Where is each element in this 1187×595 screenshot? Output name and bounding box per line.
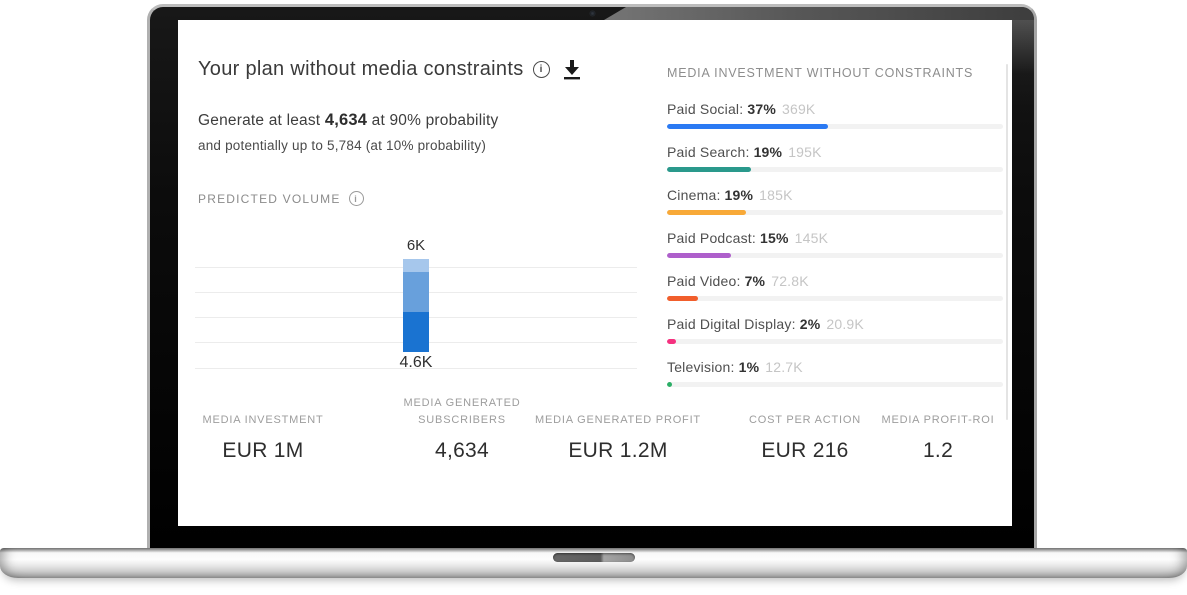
info-icon[interactable]: i	[532, 61, 550, 78]
gridline	[195, 368, 637, 369]
bar-segment-upper	[403, 259, 429, 272]
predicted-volume-label: PREDICTED VOLUME i	[198, 191, 364, 206]
lid-notch	[553, 553, 635, 562]
channel-percent: 37%	[747, 101, 776, 117]
laptop-lid: Your plan without media constraints i Ge…	[147, 4, 1037, 548]
info-icon[interactable]: i	[348, 191, 364, 206]
channel-percent: 1%	[738, 359, 760, 375]
predicted-volume-chart: 6K 4.6K	[195, 237, 637, 380]
channel-label: Paid Social: 37% 369K	[667, 101, 1003, 117]
kpi-value: 1.2	[922, 439, 954, 462]
probability-line-2: and potentially up to 5,784 (at 10% prob…	[198, 138, 487, 153]
kpi-label: MEDIA PROFIT-ROI	[881, 413, 995, 426]
channel-bar-track	[667, 382, 1003, 387]
channel-name: Paid Digital Display:	[667, 316, 796, 332]
channel-percent: 2%	[799, 316, 821, 332]
channel-percent: 7%	[744, 273, 766, 289]
kpi-row: MEDIA INVESTMENT EUR 1M MEDIA GENERATED …	[198, 394, 994, 484]
channel-row-cinema: Cinema: 19% 185K	[667, 187, 1003, 215]
channel-percent: 19%	[753, 144, 783, 160]
kpi-value: EUR 216	[761, 439, 849, 462]
channel-row-television: Television: 1% 12.7K	[667, 359, 1003, 387]
kpi-label: COST PER ACTION	[748, 413, 862, 426]
channel-amount: 72.8K	[771, 273, 809, 289]
page-title: Your plan without media constraints	[198, 58, 524, 80]
download-button[interactable]	[563, 59, 581, 80]
channel-name: Cinema:	[667, 187, 721, 203]
channel-bar-track	[667, 296, 1003, 301]
channel-amount: 185K	[759, 187, 793, 203]
channel-name: Television:	[667, 359, 735, 375]
webcam	[590, 11, 595, 16]
channel-name: Paid Social:	[667, 101, 744, 117]
media-investment-panel: MEDIA INVESTMENT WITHOUT CONSTRAINTS Pai…	[667, 66, 1003, 402]
kpi-media-investment: MEDIA INVESTMENT EUR 1M	[188, 394, 338, 463]
kpi-cost-per-action: COST PER ACTION EUR 216	[725, 394, 885, 463]
channel-label: Paid Video: 7% 72.8K	[667, 273, 1003, 289]
bezel-reflection	[604, 7, 1034, 20]
channel-bar-fill	[667, 382, 672, 387]
channel-amount: 145K	[794, 230, 829, 246]
gen-value: 4,634	[324, 111, 368, 129]
channel-bar-fill	[667, 339, 677, 344]
channel-amount: 20.9K	[826, 316, 864, 332]
channel-bar-fill	[667, 253, 731, 258]
channel-bar-fill	[667, 124, 829, 129]
plan-header: Your plan without media constraints i	[198, 58, 581, 81]
channel-bar-fill	[667, 210, 746, 215]
kpi-media-profit-roi: MEDIA PROFIT-ROI 1.2	[858, 394, 1012, 463]
channel-bar-track	[667, 210, 1003, 215]
kpi-value: EUR 1M	[222, 439, 304, 462]
channel-label: Cinema: 19% 185K	[667, 187, 1003, 203]
panel-title: MEDIA INVESTMENT WITHOUT CONSTRAINTS	[667, 66, 974, 80]
bezel-reflection-side	[1009, 20, 1034, 110]
kpi-media-generated-profit: MEDIA GENERATED PROFIT EUR 1.2M	[523, 394, 713, 463]
channel-name: Paid Search:	[667, 144, 750, 160]
bar-segment-lower	[403, 312, 429, 352]
channel-row-paid-podcast: Paid Podcast: 15% 145K	[667, 230, 1003, 258]
stacked-bar	[403, 259, 429, 352]
kpi-label: MEDIA GENERATED PROFIT	[535, 413, 701, 426]
channel-bar-fill	[667, 167, 751, 172]
laptop-base	[0, 548, 1187, 578]
gen-suffix: at 90% probability	[367, 112, 499, 129]
channel-bar-track	[667, 167, 1003, 172]
bar-segment-middle	[403, 272, 429, 312]
channel-bar-track	[667, 339, 1003, 344]
channel-name: Paid Podcast:	[667, 230, 756, 246]
channel-bar-track	[667, 253, 1003, 258]
kpi-value: 4,634	[434, 439, 490, 462]
dashboard-screen: Your plan without media constraints i Ge…	[178, 20, 1012, 526]
kpi-label: MEDIA INVESTMENT	[202, 413, 324, 426]
download-icon	[563, 59, 580, 79]
channel-label: Paid Digital Display: 2% 20.9K	[667, 316, 1003, 332]
kpi-label: MEDIA GENERATED SUBSCRIBERS	[403, 397, 521, 426]
channel-amount: 369K	[781, 101, 816, 117]
channel-bar-fill	[667, 296, 698, 301]
kpi-media-generated-subscribers: MEDIA GENERATED SUBSCRIBERS 4,634	[377, 394, 547, 463]
channel-percent: 15%	[760, 230, 789, 246]
bar-min-label: 4.6K	[399, 354, 433, 371]
scrollbar[interactable]	[1006, 64, 1008, 420]
probability-line-1: Generate at least 4,634 at 90% probabili…	[198, 111, 498, 130]
channel-percent: 19%	[724, 187, 754, 203]
channel-name: Paid Video:	[667, 273, 741, 289]
channel-label: Television: 1% 12.7K	[667, 359, 1003, 375]
gen-prefix: Generate at least	[198, 112, 325, 129]
channel-row-paid-video: Paid Video: 7% 72.8K	[667, 273, 1003, 301]
channel-row-paid-digital-display: Paid Digital Display: 2% 20.9K	[667, 316, 1003, 344]
channel-amount: 12.7K	[765, 359, 803, 375]
channel-bar-track	[667, 124, 1003, 129]
channel-label: Paid Search: 19% 195K	[667, 144, 1003, 160]
kpi-value: EUR 1.2M	[568, 439, 668, 462]
channel-row-paid-search: Paid Search: 19% 195K	[667, 144, 1003, 172]
predicted-volume-text: PREDICTED VOLUME	[198, 191, 341, 206]
channel-row-paid-social: Paid Social: 37% 369K	[667, 101, 1003, 129]
channel-amount: 195K	[788, 144, 822, 160]
channel-label: Paid Podcast: 15% 145K	[667, 230, 1003, 246]
bar-max-label: 6K	[406, 237, 426, 254]
